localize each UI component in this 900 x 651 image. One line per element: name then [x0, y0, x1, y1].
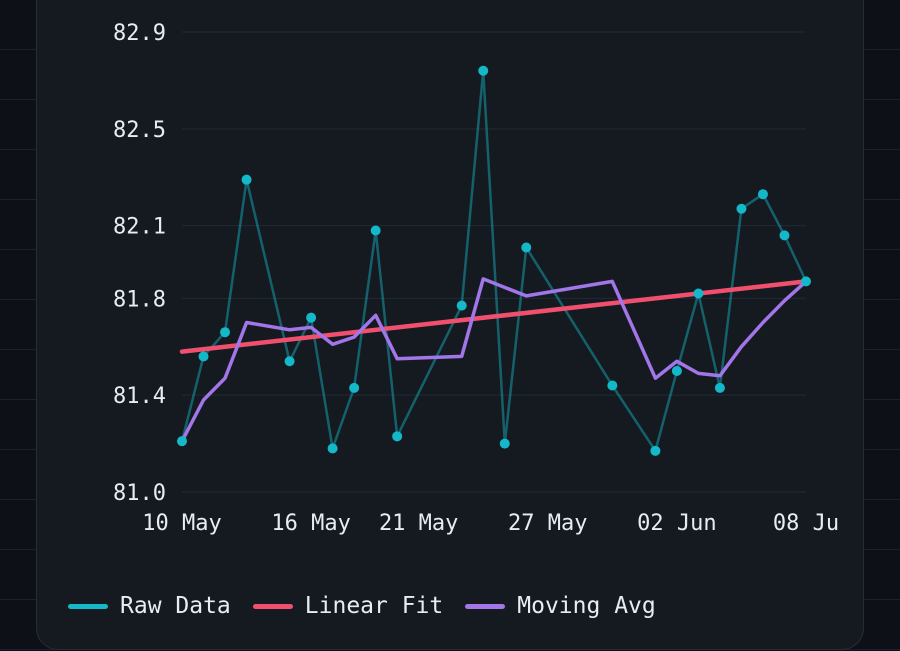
raw-data-point[interactable] — [284, 356, 295, 367]
y-tick-label: 81.4 — [113, 384, 166, 409]
legend-swatch-raw-data — [68, 603, 108, 609]
legend-swatch-moving-avg — [465, 603, 506, 609]
raw-data-point[interactable] — [693, 288, 704, 299]
x-tick-label: 27 May — [508, 511, 587, 536]
x-tick-label: 08 Ju — [773, 511, 839, 536]
raw-data-point[interactable] — [714, 382, 725, 393]
legend-label-moving-avg: Moving Avg — [517, 593, 656, 619]
legend-swatch-linear-fit — [252, 603, 293, 609]
series-line-linear-fit — [179, 279, 809, 354]
x-axis-tick-labels: 10 May 16 May 21 May 27 May 02 Jun 08 Ju — [142, 511, 839, 536]
raw-data-point[interactable] — [392, 431, 403, 442]
legend: Raw Data Linear Fit Moving Avg — [68, 593, 656, 619]
raw-data-point[interactable] — [327, 443, 338, 454]
series-line-raw-data — [180, 69, 808, 453]
raw-data-point[interactable] — [650, 445, 661, 456]
legend-item-linear-fit[interactable]: Linear Fit — [252, 593, 444, 619]
raw-data-point[interactable] — [220, 327, 231, 338]
legend-label-linear-fit: Linear Fit — [304, 593, 444, 619]
y-tick-label: 82.1 — [113, 215, 166, 240]
raw-data-point[interactable] — [456, 300, 467, 311]
chart-card — [36, 0, 864, 650]
gridlines — [182, 31, 806, 493]
y-tick-label: 81.0 — [113, 481, 166, 506]
legend-item-raw-data[interactable]: Raw Data — [68, 593, 231, 619]
raw-data-point[interactable] — [521, 242, 532, 253]
raw-data-point[interactable] — [370, 225, 381, 236]
x-tick-label: 02 Jun — [637, 511, 716, 536]
legend-label-raw-data: Raw Data — [120, 593, 231, 619]
y-tick-label: 82.5 — [113, 118, 166, 143]
y-tick-label: 82.9 — [113, 21, 166, 46]
series-line-moving-avg — [180, 277, 808, 443]
raw-data-point[interactable] — [306, 312, 317, 323]
legend-item-moving-avg[interactable]: Moving Avg — [465, 593, 656, 619]
x-tick-label: 21 May — [379, 511, 458, 536]
raw-data-point[interactable] — [607, 380, 618, 391]
y-tick-label: 81.8 — [113, 287, 166, 312]
y-axis-tick-labels: 82.9 82.5 82.1 81.8 81.4 81.0 — [113, 21, 166, 506]
raw-data-point[interactable] — [349, 382, 360, 393]
series-layer — [177, 65, 811, 456]
raw-data-point[interactable] — [671, 365, 682, 376]
x-tick-label: 16 May — [271, 511, 350, 536]
raw-data-point[interactable] — [757, 189, 768, 200]
raw-data-point[interactable] — [736, 203, 747, 214]
x-tick-label: 10 May — [142, 511, 221, 536]
raw-data-point[interactable] — [198, 351, 209, 362]
raw-data-point[interactable] — [499, 438, 510, 449]
raw-data-point[interactable] — [478, 65, 489, 76]
raw-data-point[interactable] — [241, 174, 252, 185]
raw-data-point[interactable] — [177, 436, 187, 447]
raw-data-point[interactable] — [801, 276, 811, 287]
raw-data-point[interactable] — [779, 230, 790, 241]
